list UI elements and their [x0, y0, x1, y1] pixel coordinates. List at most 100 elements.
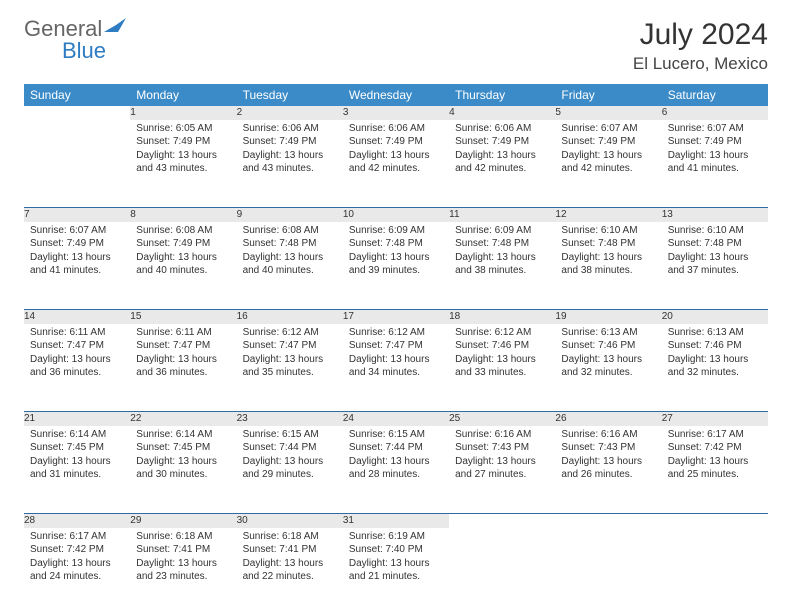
day-cell: Sunrise: 6:14 AMSunset: 7:45 PMDaylight:… [24, 426, 130, 514]
day-cell: Sunrise: 6:11 AMSunset: 7:47 PMDaylight:… [24, 324, 130, 412]
day-info-line: Sunset: 7:49 PM [668, 135, 762, 149]
day-info-line: and 40 minutes. [243, 264, 337, 278]
day-info-line: Daylight: 13 hours [136, 353, 230, 367]
day-info-line: Daylight: 13 hours [349, 251, 443, 265]
day-cell: Sunrise: 6:09 AMSunset: 7:48 PMDaylight:… [343, 222, 449, 310]
weekday-header: Sunday [24, 84, 130, 106]
day-info-line: Sunset: 7:48 PM [455, 237, 549, 251]
day-info-line: Sunrise: 6:10 AM [561, 224, 655, 238]
day-cell: Sunrise: 6:07 AMSunset: 7:49 PMDaylight:… [662, 120, 768, 208]
day-info-line: Sunset: 7:49 PM [243, 135, 337, 149]
day-number: 23 [237, 412, 343, 426]
weekday-header: Monday [130, 84, 236, 106]
day-info-line: and 21 minutes. [349, 570, 443, 584]
day-info-line: Daylight: 13 hours [349, 455, 443, 469]
day-number: 10 [343, 208, 449, 222]
day-number: 2 [237, 106, 343, 120]
day-number: 8 [130, 208, 236, 222]
weekday-header: Saturday [662, 84, 768, 106]
day-number: 16 [237, 310, 343, 324]
day-info-line: and 22 minutes. [243, 570, 337, 584]
day-info-line: Daylight: 13 hours [243, 455, 337, 469]
day-info-line: Sunrise: 6:11 AM [136, 326, 230, 340]
day-info-line: Sunset: 7:49 PM [455, 135, 549, 149]
day-info-line: and 38 minutes. [561, 264, 655, 278]
day-info-line: Sunrise: 6:14 AM [136, 428, 230, 442]
day-info-line: Sunset: 7:45 PM [136, 441, 230, 455]
day-info-line: Sunset: 7:49 PM [349, 135, 443, 149]
week-row: Sunrise: 6:14 AMSunset: 7:45 PMDaylight:… [24, 426, 768, 514]
day-cell: Sunrise: 6:13 AMSunset: 7:46 PMDaylight:… [662, 324, 768, 412]
day-info-line: Sunrise: 6:16 AM [561, 428, 655, 442]
day-cell: Sunrise: 6:13 AMSunset: 7:46 PMDaylight:… [555, 324, 661, 412]
week-row: Sunrise: 6:07 AMSunset: 7:49 PMDaylight:… [24, 222, 768, 310]
week-row: Sunrise: 6:17 AMSunset: 7:42 PMDaylight:… [24, 528, 768, 616]
day-info-line: Daylight: 13 hours [349, 557, 443, 571]
day-info-line: Daylight: 13 hours [668, 353, 762, 367]
daynum-row: 123456 [24, 106, 768, 120]
day-info-line: Sunrise: 6:16 AM [455, 428, 549, 442]
day-info-line: Daylight: 13 hours [349, 353, 443, 367]
day-info-line: Daylight: 13 hours [668, 251, 762, 265]
day-info-line: and 43 minutes. [243, 162, 337, 176]
day-info-line: Daylight: 13 hours [243, 251, 337, 265]
day-info-line: Daylight: 13 hours [136, 149, 230, 163]
day-info-line: Sunset: 7:44 PM [243, 441, 337, 455]
day-info-line: Sunset: 7:43 PM [561, 441, 655, 455]
day-info-line: Sunset: 7:40 PM [349, 543, 443, 557]
day-info-line: Sunrise: 6:14 AM [30, 428, 124, 442]
day-info-line: Sunrise: 6:18 AM [243, 530, 337, 544]
day-number: 14 [24, 310, 130, 324]
day-info-line: Daylight: 13 hours [561, 353, 655, 367]
weekday-header: Wednesday [343, 84, 449, 106]
day-info-line: Sunrise: 6:11 AM [30, 326, 124, 340]
day-cell: Sunrise: 6:17 AMSunset: 7:42 PMDaylight:… [24, 528, 130, 616]
day-info-line: Sunrise: 6:09 AM [455, 224, 549, 238]
day-number: 15 [130, 310, 236, 324]
day-info-line: and 42 minutes. [349, 162, 443, 176]
week-row: Sunrise: 6:05 AMSunset: 7:49 PMDaylight:… [24, 120, 768, 208]
weekday-header: Thursday [449, 84, 555, 106]
day-info-line: and 31 minutes. [30, 468, 124, 482]
day-number: 30 [237, 514, 343, 528]
day-info-line: Sunset: 7:41 PM [136, 543, 230, 557]
day-info-line: Daylight: 13 hours [349, 149, 443, 163]
daynum-row: 28293031 [24, 514, 768, 528]
day-number [449, 514, 555, 528]
day-number: 27 [662, 412, 768, 426]
day-info-line: Daylight: 13 hours [561, 149, 655, 163]
day-info-line: and 34 minutes. [349, 366, 443, 380]
day-cell: Sunrise: 6:16 AMSunset: 7:43 PMDaylight:… [555, 426, 661, 514]
day-info-line: and 37 minutes. [668, 264, 762, 278]
day-info-line: Sunrise: 6:10 AM [668, 224, 762, 238]
day-number: 11 [449, 208, 555, 222]
day-number: 29 [130, 514, 236, 528]
logo-triangle-icon [104, 14, 126, 28]
day-info-line: Sunrise: 6:17 AM [30, 530, 124, 544]
day-info-line: Sunset: 7:48 PM [561, 237, 655, 251]
day-cell: Sunrise: 6:07 AMSunset: 7:49 PMDaylight:… [555, 120, 661, 208]
day-info-line: Daylight: 13 hours [136, 455, 230, 469]
day-info-line: Sunrise: 6:13 AM [668, 326, 762, 340]
day-info-line: Sunset: 7:46 PM [668, 339, 762, 353]
day-info-line: and 23 minutes. [136, 570, 230, 584]
day-info-line: Sunset: 7:48 PM [349, 237, 443, 251]
day-cell: Sunrise: 6:09 AMSunset: 7:48 PMDaylight:… [449, 222, 555, 310]
day-info-line: Daylight: 13 hours [136, 251, 230, 265]
day-info-line: Sunrise: 6:17 AM [668, 428, 762, 442]
day-number: 12 [555, 208, 661, 222]
daynum-row: 21222324252627 [24, 412, 768, 426]
day-info-line: and 41 minutes. [30, 264, 124, 278]
logo: GeneralBlue [24, 18, 126, 62]
day-info-line: and 24 minutes. [30, 570, 124, 584]
day-info-line: Daylight: 13 hours [561, 455, 655, 469]
day-info-line: Sunset: 7:46 PM [561, 339, 655, 353]
day-info-line: and 41 minutes. [668, 162, 762, 176]
day-info-line: and 27 minutes. [455, 468, 549, 482]
day-info-line: Daylight: 13 hours [455, 251, 549, 265]
day-info-line: and 36 minutes. [30, 366, 124, 380]
day-info-line: Sunrise: 6:08 AM [243, 224, 337, 238]
weekday-header: Tuesday [237, 84, 343, 106]
day-cell: Sunrise: 6:16 AMSunset: 7:43 PMDaylight:… [449, 426, 555, 514]
day-cell: Sunrise: 6:06 AMSunset: 7:49 PMDaylight:… [237, 120, 343, 208]
